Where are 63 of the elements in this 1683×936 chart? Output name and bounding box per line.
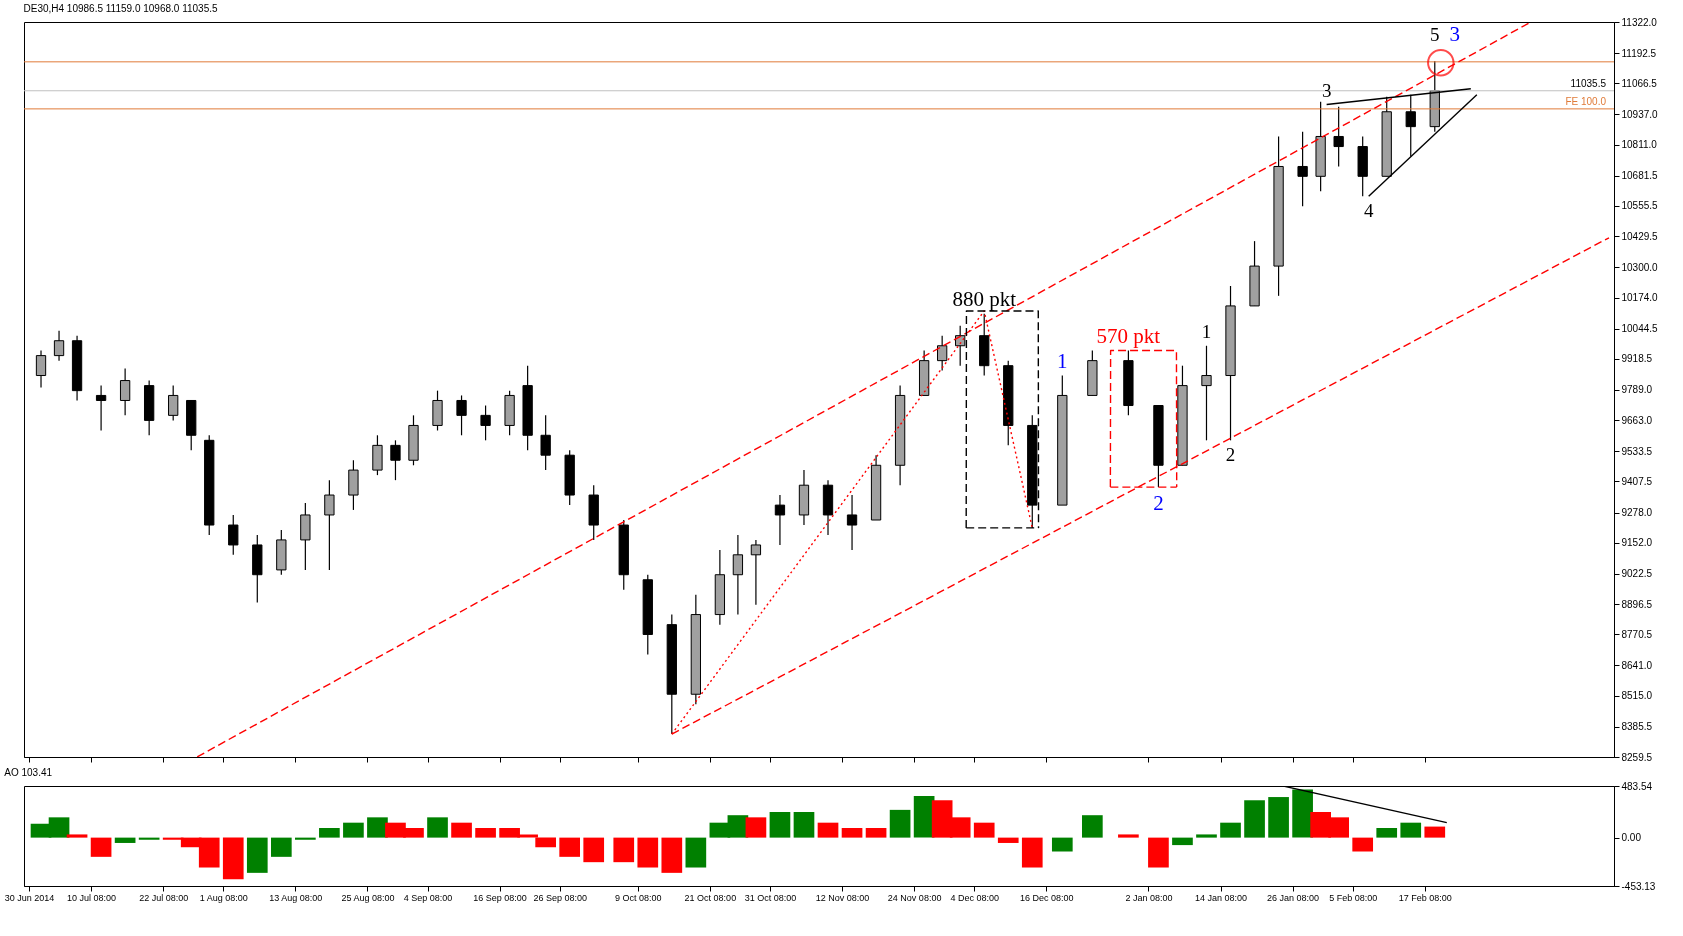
x-tick-label: 22 Jul 08:00 [139,892,189,903]
y-tick-label: 9533.5 [1621,445,1653,457]
x-tick-label: 26 Sep 08:00 [533,892,587,903]
annotation: 3 [1321,79,1332,101]
x-tick-label: 12 Nov 08:00 [815,892,870,903]
y-tick-label: 8641.0 [1621,659,1653,671]
annotation: 5 [1430,24,1440,46]
annotation: 880 pkt [952,286,1017,311]
x-tick-label: 25 Aug 08:00 [341,892,395,903]
x-tick-label: 30 Jun 2014 [4,892,55,903]
y-tick-label: 0.00 [1621,832,1642,844]
annotation: 1 [1201,320,1212,342]
y-tick-label: 10681.5 [1621,170,1659,182]
x-tick-label: 31 Oct 08:00 [744,892,797,903]
y-tick-label: -453.13 [1621,880,1656,892]
y-tick-label: 8385.5 [1621,721,1653,733]
y-tick-label: 10811.0 [1621,139,1658,151]
y-tick-label: 9152.0 [1621,537,1653,549]
x-tick-label: 26 Jan 08:00 [1267,892,1320,903]
y-tick-label: 9407.5 [1621,475,1653,487]
chart-title: AO 103.41 [4,767,53,778]
y-tick-label: 10429.5 [1621,230,1659,242]
y-tick-label: 8770.5 [1621,628,1653,640]
y-tick-label: 483.54 [1621,780,1653,792]
x-tick-label: 16 Sep 08:00 [473,892,527,903]
x-tick-label: 17 Feb 08:00 [1398,892,1452,903]
y-tick-label: 10300.0 [1621,261,1659,273]
x-tick-label: 2 Jan 08:00 [1125,892,1173,903]
annotation: 2 [1153,491,1164,516]
y-tick-label: 11322.0 [1621,16,1658,28]
x-tick-label: 13 Aug 08:00 [269,892,323,903]
y-tick-label: 9918.5 [1621,353,1653,365]
chart-title: DE30,H4 10986.5 11159.0 10968.0 11035.5 [23,3,218,14]
annotation: 3 [1449,22,1461,47]
y-tick-label: 10044.5 [1621,323,1659,335]
x-tick-label: 9 Oct 08:00 [615,892,662,903]
x-tick-label: 5 Feb 08:00 [1329,892,1378,903]
y-tick-label: 10937.0 [1621,108,1659,120]
ref-line-label: FE 100.0 [1565,95,1607,107]
x-tick-label: 14 Jan 08:00 [1194,892,1248,903]
x-tick-label: 21 Oct 08:00 [684,892,737,903]
y-tick-label: 11066.5 [1621,77,1658,89]
y-tick-label: 9278.0 [1621,507,1653,519]
x-tick-label: 1 Aug 08:00 [199,892,248,903]
y-tick-label: 9663.0 [1621,414,1653,426]
y-tick-label: 11192.5 [1621,47,1657,59]
annotation: 1 [1057,348,1068,373]
x-tick-label: 24 Nov 08:00 [887,892,942,903]
ref-line-label: 11035.5 [1570,77,1607,89]
annotation: 2 [1225,444,1236,466]
y-tick-label: 8896.5 [1621,598,1653,610]
y-tick-label: 10174.0 [1621,292,1659,304]
annotation: 4 [1363,200,1374,222]
y-tick-label: 8515.0 [1621,690,1653,702]
y-tick-label: 8259.5 [1621,751,1653,763]
x-tick-label: 4 Dec 08:00 [950,892,999,903]
x-tick-label: 16 Dec 08:00 [1020,892,1074,903]
annotation: 570 pkt [1096,323,1161,348]
y-tick-label: 9789.0 [1621,384,1653,396]
y-tick-label: 10555.5 [1621,200,1659,212]
x-tick-label: 10 Jul 08:00 [67,892,117,903]
x-tick-label: 4 Sep 08:00 [403,892,453,903]
y-tick-label: 9022.5 [1621,568,1653,580]
